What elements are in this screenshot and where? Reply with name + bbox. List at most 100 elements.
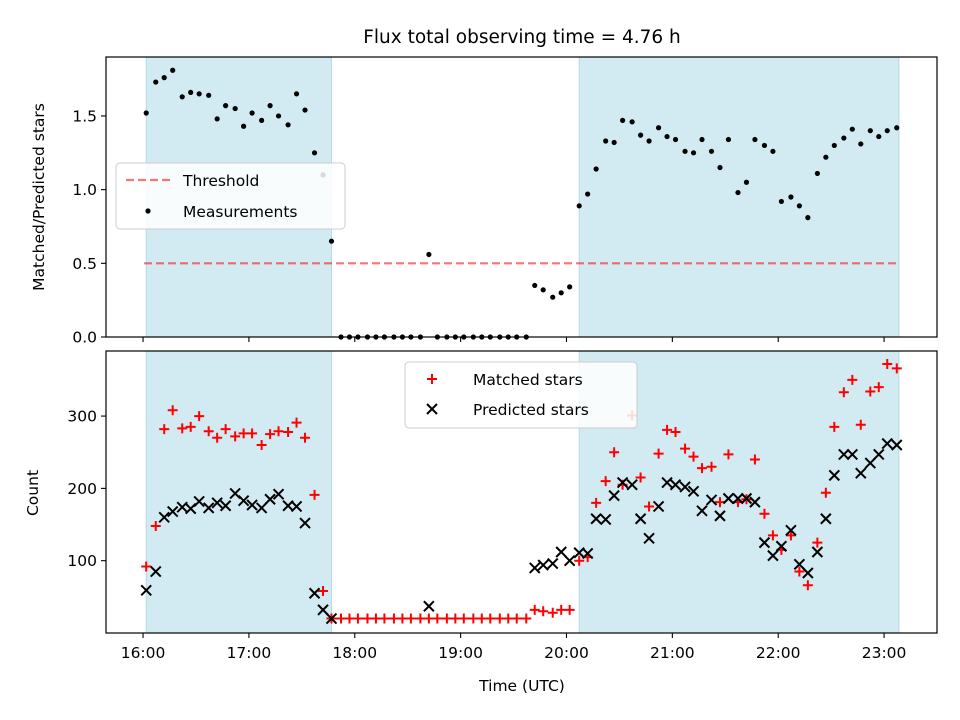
matched-star-point <box>706 461 717 472</box>
measurement-point <box>664 133 670 140</box>
measurement-point <box>867 128 873 134</box>
predicted-star-point <box>714 510 726 522</box>
matched-star-point <box>432 613 443 624</box>
measurement-point <box>831 142 837 149</box>
measurement-point <box>188 89 194 95</box>
bottom-y-tick-label: 100 <box>67 552 97 570</box>
matched-star-point <box>485 613 496 624</box>
predicted-star-point <box>758 536 771 549</box>
top-legend-box <box>115 162 346 230</box>
predicted-star-point <box>820 513 832 525</box>
matched-star-point <box>635 472 646 483</box>
matched-star-point <box>670 426 681 437</box>
measurement-point <box>814 170 820 177</box>
measurement-point <box>302 107 308 113</box>
measurement-point <box>876 133 882 140</box>
measurement-point <box>259 117 265 123</box>
matched-star-point <box>802 580 813 591</box>
measurement-point <box>311 150 318 156</box>
measurement-point <box>540 287 546 293</box>
top-y-tick-label: 0.0 <box>72 329 97 347</box>
measurement-point <box>558 290 564 296</box>
legend-matched-label: Matched stars <box>473 371 583 389</box>
measurement-point <box>743 179 750 185</box>
predicted-star-point <box>158 511 170 524</box>
measurement-point <box>285 122 291 128</box>
measurement-point <box>778 198 784 205</box>
measurement-point <box>593 166 599 172</box>
matched-star-point <box>150 520 161 531</box>
legend-measurements-label: Measurements <box>183 203 298 221</box>
measurement-point <box>646 138 652 144</box>
matched-star-point <box>609 447 620 458</box>
predicted-star-point <box>237 494 250 507</box>
matched-star-point <box>379 613 390 624</box>
matched-star-point <box>283 426 294 437</box>
matched-star-point <box>812 537 823 548</box>
predicted-star-point <box>838 448 850 461</box>
measurement-point <box>275 113 282 119</box>
measurement-point <box>153 79 159 85</box>
matched-star-point <box>503 613 514 624</box>
matched-star-point <box>238 428 249 439</box>
matched-star-point <box>362 613 373 624</box>
matched-star-point <box>529 604 540 615</box>
predicted-star-point <box>811 546 824 558</box>
matched-star-point <box>644 501 655 512</box>
measurement-point <box>232 105 238 112</box>
matched-star-point <box>256 440 267 450</box>
matched-star-point <box>159 424 170 435</box>
predicted-star-point <box>767 549 779 562</box>
x-tick-label: 19:00 <box>438 644 483 662</box>
measurement-point <box>725 136 732 143</box>
measurement-point <box>672 136 679 143</box>
matched-star-point <box>405 613 416 624</box>
count-panel: 100 200 300 16:00 17:00 18:00 19:00 20:00 21:00 2… <box>67 350 938 662</box>
predicted-star-point <box>864 457 877 469</box>
matched-star-point <box>476 613 487 624</box>
predicted-star-point <box>290 500 303 513</box>
predicted-star-point <box>661 476 673 489</box>
measurement-point <box>841 135 847 141</box>
predicted-star-point <box>547 557 559 570</box>
matched-star-point <box>352 613 363 624</box>
bottom-y-tick-label: 200 <box>67 480 97 498</box>
measurement-point <box>293 91 300 97</box>
matched-star-point <box>194 411 205 422</box>
predicted-star-point <box>855 467 867 479</box>
measurement-point <box>170 67 176 73</box>
predicted-star-point <box>317 604 329 616</box>
x-tick-label: 22:00 <box>756 644 801 662</box>
matched-star-point <box>820 487 831 498</box>
predicted-star-point <box>264 493 276 505</box>
x-tick-label: 16:00 <box>121 644 166 662</box>
matched-star-point <box>336 613 347 624</box>
matched-star-point <box>450 613 461 624</box>
measurement-point <box>206 92 212 98</box>
predicted-star-point <box>643 532 655 544</box>
predicted-star-point <box>166 505 179 518</box>
measurement-point <box>699 136 705 143</box>
measurement-point <box>196 91 202 97</box>
matched-star-point <box>865 386 876 397</box>
predicted-star-point <box>749 496 761 508</box>
matched-star-point <box>309 489 320 500</box>
matched-star-point <box>574 555 585 566</box>
measurement-point <box>426 251 432 258</box>
predicted-star-point <box>846 448 859 461</box>
matched-star-point <box>167 405 178 416</box>
predicted-star-point <box>793 558 806 571</box>
predicted-star-point <box>608 489 620 502</box>
predicted-star-point <box>775 540 788 552</box>
predicted-star-point <box>634 513 647 525</box>
legend-threshold-label: Threshold <box>182 172 259 190</box>
measurement-point <box>796 203 802 209</box>
predicted-star-point <box>873 448 885 461</box>
matched-star-point <box>556 604 567 615</box>
measurement-point <box>752 136 758 143</box>
measurement-point <box>735 189 741 196</box>
predicted-star-point <box>616 476 629 489</box>
predicted-star-point <box>255 502 268 514</box>
x-axis-label: Time (UTC) <box>478 677 565 695</box>
matched-star-point <box>397 613 408 624</box>
